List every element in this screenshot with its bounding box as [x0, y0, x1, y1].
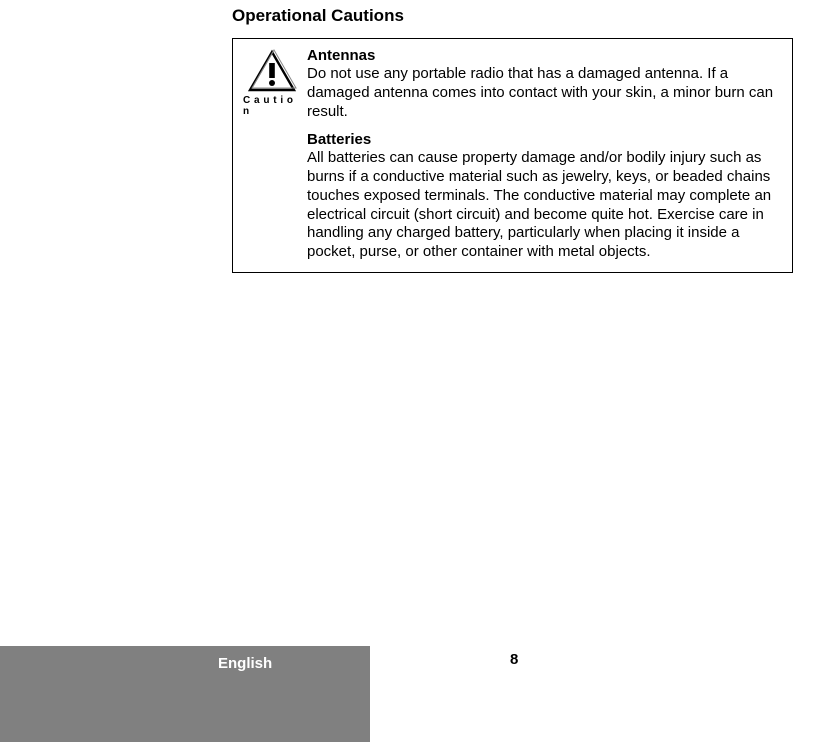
antennas-heading: Antennas: [307, 47, 782, 64]
caution-label: C a u t i o n: [243, 95, 301, 117]
footer-language-label: English: [218, 655, 272, 672]
caution-box: C a u t i o n Antennas Do not use any po…: [232, 38, 793, 273]
batteries-heading: Batteries: [307, 131, 782, 148]
batteries-body: All batteries can cause property damage …: [307, 149, 782, 262]
footer-bar: [0, 646, 370, 742]
section-title: Operational Cautions: [232, 6, 802, 26]
page-content: Operational Cautions C a u t i o n Anten…: [232, 6, 802, 273]
caution-text-column: Antennas Do not use any portable radio t…: [307, 47, 782, 262]
antennas-body: Do not use any portable radio that has a…: [307, 65, 782, 121]
caution-icon-column: C a u t i o n: [243, 47, 301, 262]
page-number: 8: [510, 651, 518, 668]
caution-triangle-icon: [246, 49, 298, 93]
